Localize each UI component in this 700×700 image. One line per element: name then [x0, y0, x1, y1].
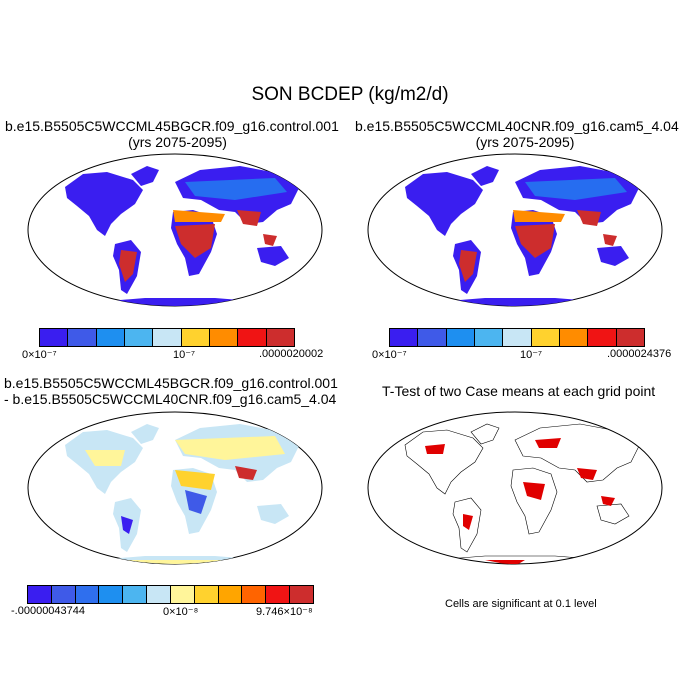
map-globe-outline	[367, 411, 663, 565]
colorbar-swatch	[218, 586, 243, 603]
colorbar-swatch	[503, 329, 532, 346]
colorbar-swatch	[209, 329, 239, 346]
panel-difference-title: b.e15.B5505C5WCCML45BGCR.f09_g16.control…	[4, 375, 354, 407]
colorbar-swatch	[96, 329, 125, 346]
colorbar-swatch	[153, 329, 182, 346]
panel-difference-colorbar-label-min: -.00000043744	[11, 605, 86, 617]
colorbar-swatch	[147, 586, 171, 603]
panel-ttest-title: T-Test of two Case means at each grid po…	[382, 383, 656, 399]
colorbar-swatch	[194, 586, 219, 603]
colorbar-swatch	[75, 586, 100, 603]
colorbar-swatch	[123, 586, 148, 603]
colorbar-swatch	[51, 586, 76, 603]
colorbar-swatch	[181, 329, 210, 346]
colorbar-swatch	[290, 586, 313, 603]
panel-cam5-title-line2: (yrs 2075-2095)	[475, 134, 575, 150]
colorbar-swatch	[242, 586, 267, 603]
colorbar-swatch	[266, 586, 291, 603]
panel-control-colorbar-label-mid: 10⁻⁷	[173, 349, 196, 361]
panel-control-colorbar	[39, 328, 295, 347]
panel-control-colorbar-label-max: .0000020002	[259, 348, 324, 360]
panel-control-title: b.e15.B5505C5WCCML45BGCR.f09_g16.control…	[5, 118, 350, 150]
panel-control-title-line1: b.e15.B5505C5WCCML45BGCR.f09_g16.control…	[5, 118, 339, 134]
colorbar-swatch	[28, 586, 52, 603]
panel-ttest-map	[367, 411, 663, 565]
colorbar-swatch	[238, 329, 267, 346]
panel-cam5-colorbar-label-mid: 10⁻⁷	[520, 349, 543, 361]
colorbar-swatch	[390, 329, 419, 346]
colorbar-swatch	[418, 329, 447, 346]
panel-difference-colorbar-label-mid: 0×10⁻⁸	[163, 606, 199, 618]
panel-difference-map	[27, 411, 323, 565]
panel-ttest-note: Cells are significant at 0.1 level	[445, 598, 597, 610]
colorbar-swatch	[68, 329, 97, 346]
colorbar-swatch	[559, 329, 589, 346]
panel-difference-title-line2: - b.e15.B5505C5WCCML40CNR.f09_g16.cam5_4…	[4, 391, 337, 407]
colorbar-swatch	[446, 329, 475, 346]
colorbar-swatch	[531, 329, 560, 346]
colorbar-swatch	[588, 329, 617, 346]
panel-cam5-map	[367, 153, 663, 307]
colorbar-swatch	[616, 329, 644, 346]
panel-difference-colorbar	[27, 585, 314, 604]
panel-cam5-title-line1: b.e15.B5505C5WCCML40CNR.f09_g16.cam5_4.0…	[355, 118, 679, 134]
panel-difference-colorbar-label-max: 9.746×10⁻⁸	[256, 606, 313, 618]
colorbar-swatch	[474, 329, 504, 346]
colorbar-swatch	[99, 586, 124, 603]
colorbar-swatch	[266, 329, 294, 346]
panel-cam5-colorbar	[389, 328, 645, 347]
colorbar-swatch	[40, 329, 69, 346]
panel-difference-title-line1: b.e15.B5505C5WCCML45BGCR.f09_g16.control…	[4, 375, 338, 391]
panel-control-colorbar-label-min: 0×10⁻⁷	[22, 349, 57, 361]
panel-control-map	[27, 153, 323, 307]
panel-cam5-title: b.e15.B5505C5WCCML40CNR.f09_g16.cam5_4.0…	[355, 118, 700, 150]
significant-cells	[425, 438, 615, 564]
colorbar-swatch	[170, 586, 195, 603]
colorbar-swatch	[124, 329, 154, 346]
panel-control-title-line2: (yrs 2075-2095)	[128, 134, 227, 150]
main-title: SON BCDEP (kg/m2/d)	[251, 84, 449, 105]
panel-cam5-colorbar-label-min: 0×10⁻⁷	[372, 349, 407, 361]
panel-cam5-colorbar-label-max: .0000024376	[607, 348, 672, 360]
